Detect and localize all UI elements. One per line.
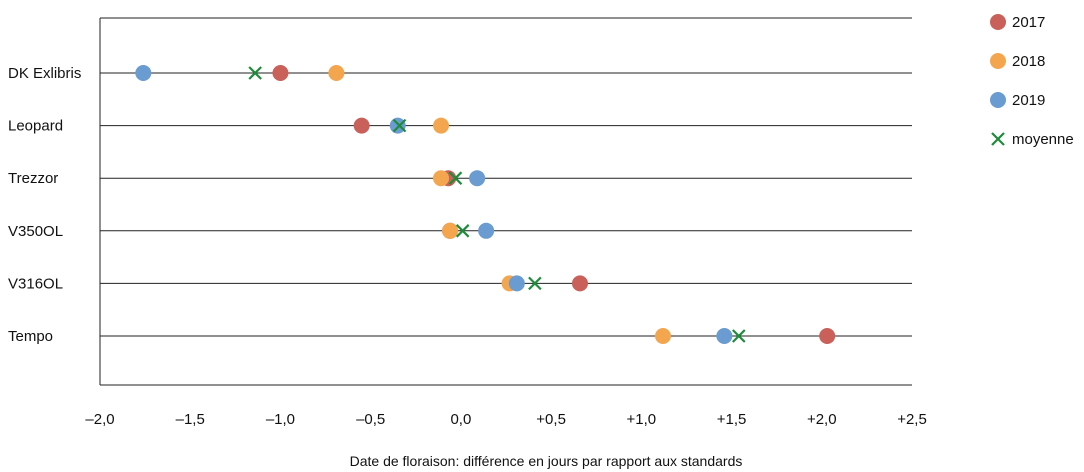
data-point-2019 [135,65,152,81]
legend-label: 2017 [1012,14,1045,31]
category-label: Tempo [8,328,53,345]
data-point-2017 [272,65,289,81]
mean-marker [528,276,542,291]
legend-item: 2018 [990,53,1045,70]
category-label: Trezzor [8,170,58,187]
data-point-2019 [508,275,525,292]
data-point-2019 [478,222,495,239]
x-tick-label: –1,5 [176,411,205,428]
category-labels: DK Exlibris Leopard Trezzor V350OL V316OL Tem… [8,65,81,345]
legend-dot-icon [990,53,1006,69]
x-tick-label: +1,5 [717,411,747,428]
mean-marker [248,66,262,80]
data-point-2019 [389,117,406,134]
x-tick-labels: –2,0 –1,5 –1,0 –0,5 0,0 +0,5 +1,0 +1,5 +2,0 +2,5 [85,411,926,428]
legend: 2017 2018 2019 moyenne [990,14,1074,148]
data-point-2018 [442,222,459,239]
plot-area [99,17,912,386]
legend-dot-icon [990,14,1006,30]
mean-marker [392,118,407,133]
x-tick-label: –1,0 [266,411,295,428]
x-tick-label: +0,5 [536,411,566,428]
x-tick-label: +1,0 [627,411,657,428]
mean-marker [448,171,463,185]
legend-dot-icon [990,92,1006,108]
data-point-2018 [328,65,345,81]
legend-label: 2018 [1012,53,1045,70]
x-tick-label: +2,0 [807,411,837,428]
legend-item: moyenne [991,131,1074,148]
x-tick-label: 0,0 [450,411,471,428]
data-point-2018 [433,117,450,134]
legend-label: moyenne [1012,131,1074,148]
category-label: V316OL [8,275,63,292]
x-tick-label: –2,0 [85,411,114,428]
data-point-2019 [469,170,486,187]
data-point-2017 [353,117,370,134]
legend-item: 2017 [990,14,1045,31]
mean-marker [731,329,746,343]
category-label: DK Exlibris [8,65,81,82]
x-axis-title: Date de floraison: différence en jours p… [350,453,743,469]
data-point-2017 [819,328,836,344]
data-markers [135,65,836,344]
mean-marker [455,224,470,238]
data-point-2019 [716,328,733,344]
legend-item: 2019 [990,92,1045,109]
data-point-2017 [571,275,588,292]
data-point-2018 [433,170,450,187]
category-label: Leopard [8,118,63,135]
category-gridlines [100,72,912,337]
category-label: V350OL [8,223,63,240]
x-tick-label: +2,5 [897,411,927,428]
x-tick-label: –0,5 [356,411,385,428]
legend-label: 2019 [1012,92,1045,109]
data-point-2018 [654,328,671,344]
